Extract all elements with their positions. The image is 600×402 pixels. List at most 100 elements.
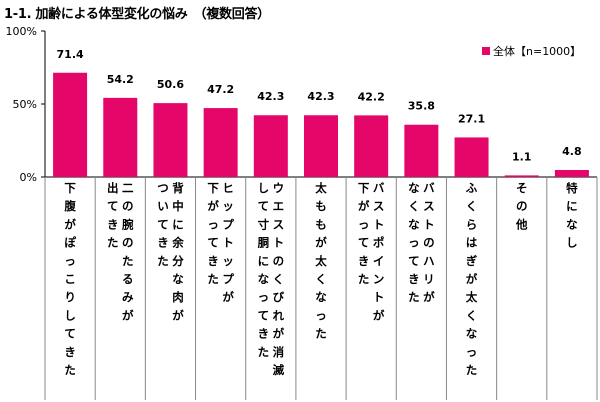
category-label-char: 下 [207, 181, 219, 195]
category-label-char: ッ [222, 199, 234, 213]
category-label-char: プ [222, 217, 234, 231]
y-tick-label: 0% [20, 171, 37, 184]
category-label-char: ト [423, 217, 435, 231]
category-label-char: 背 [172, 181, 184, 195]
category-label-char: が [466, 272, 478, 286]
category-label-char: っ [466, 345, 478, 359]
category-label-char: に [258, 254, 270, 268]
category-label-char: き [408, 272, 420, 286]
bar [404, 124, 439, 177]
category-label-char: 肉 [172, 290, 184, 304]
category-label-char: ふ [466, 181, 478, 195]
data-label: 42.3 [257, 90, 284, 103]
legend-label: 全体【n=1000】 [493, 45, 582, 58]
category-label-char: て [107, 199, 119, 213]
category-label-char: ぎ [466, 254, 478, 268]
category-label-char: の [122, 236, 134, 250]
category-label-char: 太 [314, 254, 327, 268]
category-label-char: 分 [172, 254, 184, 268]
category-label-char: っ [258, 290, 270, 304]
category-label-char: な [172, 272, 184, 286]
category-label-char: し [258, 181, 270, 195]
category-label-char: が [358, 199, 370, 213]
legend: 全体【n=1000】 [482, 43, 581, 59]
data-label: 4.8 [562, 145, 582, 158]
category-label-char: 太 [314, 181, 327, 195]
category-label-char: た [122, 254, 134, 268]
category-label-char: 出 [107, 181, 119, 195]
category-label-char: ス [423, 199, 435, 213]
category-label-char: て [408, 254, 420, 268]
category-label-char: る [122, 272, 134, 286]
category-label-char: の [122, 199, 134, 213]
category-label-char: ヒ [222, 181, 234, 195]
category-label-char: が [373, 308, 385, 322]
category-label-char: ッ [222, 254, 234, 268]
category-label-char: 寸 [258, 217, 270, 231]
category-label-char: た [258, 345, 270, 359]
data-label: 35.8 [408, 100, 435, 113]
data-label: 42.2 [358, 90, 385, 103]
category-label-char: っ [315, 308, 327, 322]
category-label-char: て [157, 217, 169, 231]
category-label-char: 特 [566, 181, 578, 195]
category-label-char: く [315, 272, 327, 286]
category-label-char: 下 [64, 181, 76, 195]
category-label-char: き [157, 236, 169, 250]
category-label-char: な [566, 217, 578, 231]
category-label-char: て [207, 236, 219, 250]
data-label: 50.6 [157, 78, 184, 91]
category-label-char: リ [423, 272, 435, 286]
category-label-char: ト [222, 236, 234, 250]
category-label-char: ら [466, 217, 478, 231]
category-label-char: ポ [373, 236, 385, 250]
category-label-char: 中 [172, 199, 184, 213]
bar [354, 115, 389, 177]
category-label-char: も [315, 217, 327, 231]
category-label-char: も [315, 199, 327, 213]
category-label-char: き [258, 327, 270, 341]
category-label-char: な [258, 272, 270, 286]
bar [103, 97, 138, 177]
category-label-char: い [157, 199, 169, 213]
category-label-char: 腕 [122, 217, 134, 231]
category-label-char: の [273, 254, 285, 268]
bar [504, 175, 539, 177]
category-label-char: っ [408, 236, 420, 250]
category-label-char: き [64, 345, 76, 359]
data-label: 27.1 [458, 112, 485, 125]
category-label-char: の [516, 199, 528, 213]
category-label-char: 太 [465, 290, 478, 304]
bar [304, 115, 338, 177]
category-label-char: て [258, 308, 270, 322]
category-label-char: エ [273, 199, 285, 213]
category-label-char: て [64, 327, 76, 341]
y-tick-label: 50% [13, 98, 37, 111]
category-label-char: プ [222, 272, 234, 286]
category-label-char: バ [373, 181, 385, 195]
category-label-char: ウ [273, 181, 285, 195]
category-label-char: 腹 [64, 199, 76, 213]
category-label-char: く [466, 199, 478, 213]
category-label-char: が [222, 290, 234, 304]
category-label-char: 胴 [258, 236, 270, 250]
category-label-char: が [172, 308, 184, 322]
category-label-char: れ [273, 308, 285, 322]
category-label-char: が [64, 217, 76, 231]
category-label-char: が [207, 199, 219, 213]
category-label-char: 下 [358, 181, 370, 195]
category-label-char: が [122, 308, 134, 322]
chart-title: 1-1. 加齢による体型変化の悩み （複数回答） [4, 7, 270, 22]
category-label-char: な [408, 217, 420, 231]
category-label-char: た [315, 327, 327, 341]
data-label: 54.2 [107, 73, 134, 86]
category-label-char: き [207, 254, 219, 268]
category-label-char: ト [273, 236, 285, 250]
data-label: 47.2 [207, 83, 234, 96]
category-label-char: く [273, 272, 285, 286]
category-label-char: に [566, 199, 578, 213]
category-label-char: た [358, 272, 370, 286]
category-label-char: そ [516, 181, 528, 195]
